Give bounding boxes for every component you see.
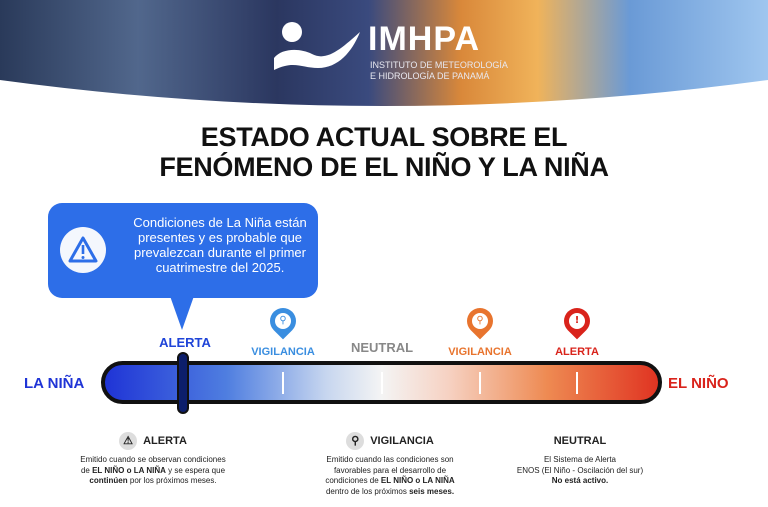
logo-name: IMHPA [368,20,481,58]
imhpa-logo: IMHPA INSTITUTO DE METEOROLOGÍA E HIDROLO… [270,12,510,82]
warning-icon: ⚠ [119,432,138,450]
marker-vigilancia-la-nina: VIGILANCIA [251,346,315,358]
header-banner [0,0,768,110]
scale-tick [282,372,284,394]
current-status-indicator [177,352,189,414]
callout-text: Condiciones de La Niña están presentes y… [133,215,307,275]
logo-mark-icon [274,22,360,70]
page-title-line1: ESTADO ACTUAL SOBRE EL [200,122,568,152]
banner-curve [0,80,768,112]
marker-neutral: NEUTRAL [350,340,414,355]
legend-neutral: NEUTRAL El Sistema de Alerta ENOS (El Ni… [516,435,644,485]
legend-alerta: ⚠ ALERTA Emitido cuando se observan condi… [53,432,253,487]
magnifier-icon: ⚲ [461,302,499,340]
warning-icon [60,227,106,273]
scale-tick [576,372,578,394]
magnifier-icon: ⚲ [346,432,365,450]
legend-vigilancia: ⚲ VIGILANCIA Emitido cuando las condicion… [290,432,490,497]
logo-subtitle: INSTITUTO DE METEOROLOGÍA E HIDROLOGÍA DE… [370,60,508,81]
page-title-line2: FENÓMENO DE EL NIÑO Y LA NIÑA [159,152,609,182]
warning-icon: ! [558,302,596,340]
la-nina-label: LA NIÑA [24,375,85,392]
scale-tick [381,372,383,394]
callout-pointer [170,296,194,330]
el-nino-label: EL NIÑO [668,375,729,392]
scale-tick [479,372,481,394]
status-callout: Condiciones de La Niña están presentes y… [48,203,318,298]
marker-alerta-el-nino: ALERTA [555,346,599,358]
marker-alerta-la-nina: ALERTA [159,335,211,350]
magnifier-icon: ⚲ [264,302,302,340]
marker-vigilancia-el-nino: VIGILANCIA [448,346,512,358]
